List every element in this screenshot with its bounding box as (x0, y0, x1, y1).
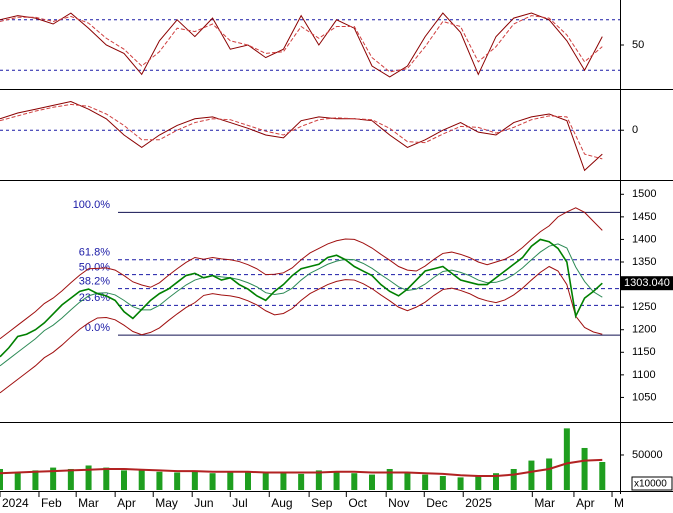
series-line (0, 265, 603, 394)
volume-bar (191, 471, 198, 490)
volume-bar (386, 468, 393, 490)
volume-bar (262, 473, 269, 490)
volume-bar (138, 468, 145, 490)
x-tick-label: Apr (576, 496, 595, 510)
x-tick-label: Aug (271, 496, 292, 510)
volume-bar (581, 447, 588, 490)
y-tick-label: 1100 (632, 369, 656, 381)
series-line (0, 103, 603, 160)
y-tick-label: 1350 (632, 256, 656, 268)
y-tick-label: 1050 (632, 391, 656, 403)
y-tick-label: 1150 (632, 346, 656, 358)
volume-bar (439, 475, 446, 490)
volume-bar (14, 472, 21, 490)
y-tick-label: 1450 (632, 211, 656, 223)
volume-bar (333, 471, 340, 490)
volume-bar (156, 471, 163, 490)
volume-bar (227, 472, 234, 490)
volume-bar (599, 461, 606, 490)
volume-bar (85, 465, 92, 490)
unit-box (631, 476, 673, 491)
fib-label: 0.0% (85, 322, 110, 334)
volume-bar (50, 467, 57, 490)
volume-bar (209, 473, 216, 490)
volume-bar (298, 473, 305, 490)
fib-label: 38.2% (79, 276, 110, 288)
y-tick-label: 0 (632, 124, 638, 136)
series-line (0, 207, 603, 340)
last-price-label: 1303.040 (624, 277, 670, 289)
x-tick-label: Sep (311, 496, 333, 510)
fib-label: 61.8% (79, 247, 110, 259)
x-tick-label: 2024 (2, 496, 29, 510)
y-tick-label: 50 (632, 39, 644, 51)
x-tick-label: Feb (41, 496, 62, 510)
volume-bar (510, 468, 517, 490)
volume-bar (528, 460, 535, 490)
volume-bar (32, 470, 39, 490)
series-line (0, 238, 603, 358)
volume-bar (121, 470, 127, 490)
x-tick-label: Apr (117, 496, 136, 510)
x-tick-label: Dec (426, 496, 447, 510)
series-line (0, 12, 603, 78)
volume-bar (0, 468, 3, 490)
volume-bar (457, 477, 464, 490)
unit-label: x10000 (634, 479, 667, 490)
volume-bar (280, 472, 287, 490)
volume-bar (174, 472, 181, 490)
y-tick-label: 1400 (632, 233, 656, 245)
volume-bar (245, 471, 251, 490)
x-tick-label: Jun (194, 496, 213, 510)
volume-bar (315, 470, 322, 490)
volume-bar (404, 473, 411, 490)
x-tick-label: Mar (534, 496, 555, 510)
y-tick-label: 1200 (632, 324, 656, 336)
series-line (0, 243, 603, 367)
y-tick-label: 50000 (632, 449, 663, 461)
moving-average-line (0, 458, 603, 477)
fib-label: 100.0% (73, 199, 111, 211)
x-tick-label: Nov (388, 496, 409, 510)
volume-bar (369, 474, 375, 490)
volume-bar (103, 467, 110, 490)
volume-bar (351, 473, 358, 490)
x-tick-label: May (155, 496, 178, 510)
last-price-box (621, 276, 673, 291)
series-line (0, 15, 603, 73)
volume-bar (563, 428, 570, 490)
y-tick-label: 1250 (632, 301, 656, 313)
volume-bar (493, 473, 499, 490)
volume-bar (546, 458, 553, 490)
y-tick-label: 1500 (632, 188, 656, 200)
x-tick-label: Mar (78, 496, 99, 510)
volume-bar (67, 468, 74, 490)
x-tick-label: Jul (232, 496, 247, 510)
x-tick-label: 2025 (465, 496, 492, 510)
x-tick-label: Oct (348, 496, 367, 510)
x-tick-label: M (614, 496, 624, 510)
volume-bar (422, 474, 429, 490)
volume-bar (475, 475, 482, 490)
